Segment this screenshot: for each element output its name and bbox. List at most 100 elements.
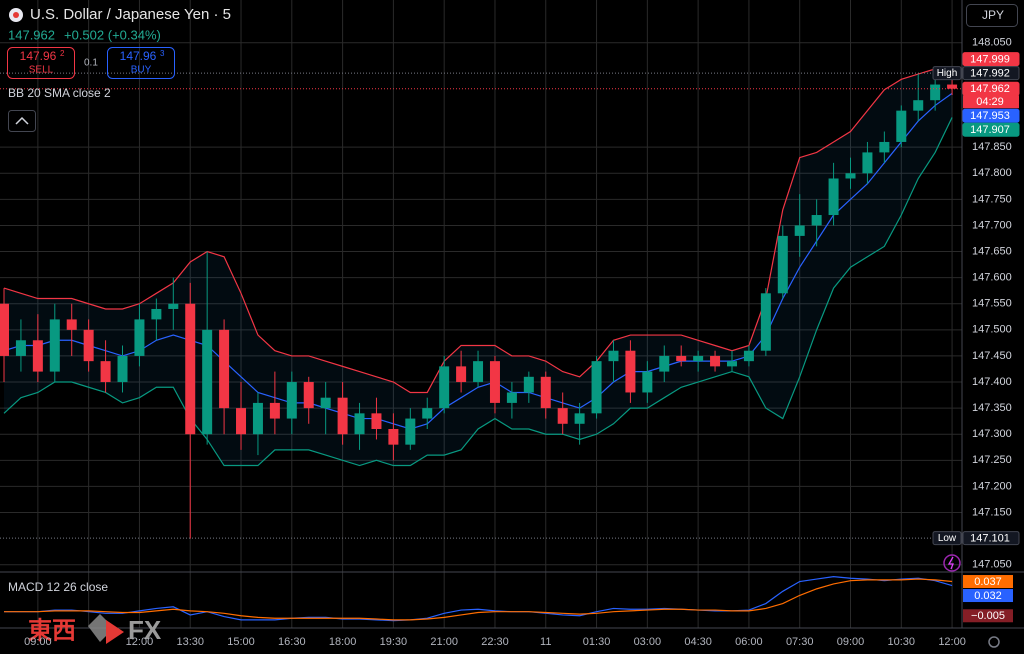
candle-body [930,84,941,101]
currency-button[interactable] [966,4,1018,27]
collapse-icon [15,116,29,125]
y-tick-label: 147.800 [972,167,1012,179]
overlay: U.S. Dollar / Japanese Yen · 5 147.962 +… [7,4,1018,648]
y-tick-label: 147.350 [972,402,1012,414]
candle-body [49,319,60,372]
x-tick-label: 21:00 [430,636,458,648]
signal-badge-bg [963,575,1013,589]
candle-body [828,178,839,216]
upper-badge-bg [962,52,1020,67]
macd-line [4,576,953,622]
candle-body [252,402,263,435]
sell-pip: 2 [60,49,65,58]
candle-body [66,319,77,330]
x-tick-label: 03:00 [634,636,662,648]
candle-body [777,235,788,294]
x-tick-label: 11 [540,636,551,648]
candle-body [557,408,568,424]
lower-badge: 147.907 [970,124,1010,136]
candle-body [726,361,737,367]
candle-body [574,413,585,424]
candle-body [760,293,771,351]
low-badge-bg [962,531,1020,546]
y-tick-label: 147.550 [972,298,1012,310]
candle-body [896,110,907,142]
candle-body [83,329,94,362]
alert-icon[interactable] [943,554,961,572]
candle-body [134,319,145,356]
macd-badge: 0.032 [974,590,1002,602]
macd-legend: MACD 12 26 close [8,580,108,594]
x-tick-label: 19:30 [380,636,408,648]
x-tick-label: 01:30 [583,636,611,648]
x-tick-label: 10:30 [888,636,916,648]
candle-body [422,408,433,419]
price-axis: 148.050 147.850 147.800 147.750 147.700 147.6… [932,0,1024,654]
sell-label: SELL [29,65,54,76]
price-badge: 147.962 [970,83,1010,95]
candle-body [320,397,331,409]
collapse-button[interactable] [8,110,36,132]
y-tick-label: 147.050 [972,559,1012,571]
high-badge-bg [962,66,1020,81]
candle-body [913,100,924,111]
y-tick-label: 147.600 [972,272,1012,284]
candle-body [676,355,687,362]
candle-body [862,152,873,174]
currency: JPY [982,8,1004,22]
candle-body [168,303,179,309]
tag-label: High [937,68,958,79]
buy-label: BUY [131,65,152,76]
candle-body [405,418,416,445]
settings-icon[interactable] [988,636,1000,648]
basis-badge: 147.953 [970,110,1010,122]
x-tick-label: 16:30 [278,636,306,648]
candle-body [286,382,297,419]
countdown-bg [963,95,1019,109]
sell-price: 147.96 [20,49,57,63]
band-lower [3,117,953,467]
symbol-title: U.S. Dollar / Japanese Yen · 5 [30,6,231,23]
buy-button[interactable] [107,47,175,79]
candle-body [439,366,450,409]
candle-body [659,355,670,372]
y-tick-label: 147.150 [972,506,1012,518]
candle-body [388,429,399,445]
macd-badge-bg [963,589,1013,603]
candle-body [236,408,247,435]
candle-body [354,413,365,435]
bb-legend: BB 20 SMA close 2 [8,86,111,100]
watermark-latin: FX [128,615,162,645]
x-tick-label: 09:00 [837,636,865,648]
candle-body [269,402,280,419]
x-tick-label: 04:30 [684,636,712,648]
y-tick-label: 147.850 [972,141,1012,153]
buy-pip: 3 [160,49,165,58]
symbol-icon-dot [13,12,19,18]
candle-body [456,366,467,383]
candle-body [202,329,213,435]
candle-body [117,355,128,383]
x-tick-label: 06:00 [735,636,763,648]
basis-badge-bg [962,108,1020,123]
y-tick-label: 147.500 [972,324,1012,336]
candle-body [625,350,636,393]
high-badge: 147.992 [970,67,1010,79]
y-tick-label: 147.400 [972,376,1012,388]
y-tick-label: 147.200 [972,480,1012,492]
sell-button[interactable] [7,47,75,79]
y-tick-label: 147.250 [972,454,1012,466]
watermark-icon [88,614,114,642]
candle-body [219,329,230,409]
y-tick-label: 147.300 [972,428,1012,440]
candle-body [371,413,382,429]
x-tick-label: 12:00 [126,636,154,648]
y-tick-label: 147.650 [972,245,1012,257]
candle-body [100,361,111,383]
candle-body [540,376,551,409]
candle-body [794,225,805,236]
candle-body [151,308,162,320]
alert-bolt [947,556,954,570]
signal-line [4,578,953,621]
